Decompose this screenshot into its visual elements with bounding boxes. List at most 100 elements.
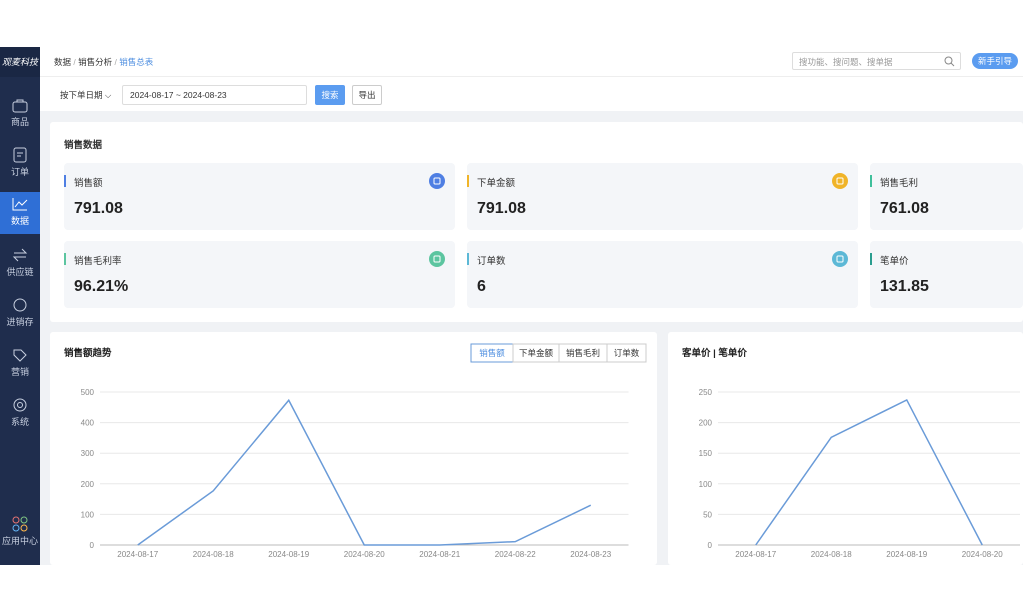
accent — [870, 253, 872, 265]
x-tick-label: 2024-08-17 — [117, 550, 158, 559]
stat-card: 销售毛利761.08 — [870, 163, 1023, 230]
menu-label: 系统 — [11, 417, 29, 427]
sales-card: 销售数据 销售额 791.08 下单金额 791.08 销售毛利761.08 销售毛利率9… — [50, 122, 1023, 322]
export-button[interactable]: 导出 — [352, 85, 382, 105]
accent — [870, 175, 872, 187]
menu-label: 应用中心 — [2, 536, 38, 546]
accent — [467, 253, 469, 265]
crumb[interactable]: 销售分析 — [78, 57, 112, 67]
series-line — [138, 400, 591, 545]
search-icon — [944, 56, 955, 67]
menu-item[interactable]: 营销 — [0, 343, 40, 385]
logo: 观麦科技 — [0, 47, 40, 77]
y-tick-label: 0 — [90, 541, 95, 550]
y-tick-label: 300 — [81, 449, 95, 458]
x-tick-label: 2024-08-18 — [811, 550, 852, 559]
menu-label: 订单 — [11, 167, 29, 177]
chart-card: 销售额趋势 销售额 下单金额 销售毛利 订单数 0 100 200 300 400 500 2024-… — [50, 332, 657, 565]
accent — [467, 175, 469, 187]
search-button[interactable]: 搜索 — [315, 85, 345, 105]
stat-value: 6 — [477, 278, 486, 296]
y-tick-label: 150 — [699, 449, 713, 458]
stat-icon — [429, 173, 445, 189]
search-input[interactable]: 搜功能、搜问题、搜单据 — [792, 52, 961, 70]
header: 数据 / 销售分析 / 销售总表 搜功能、搜问题、搜单据 新手引导 — [40, 47, 1023, 77]
stat-label: 销售额 — [74, 175, 103, 189]
tab[interactable]: 订单数 — [607, 344, 646, 362]
icon-bg — [429, 173, 445, 189]
tab[interactable]: 下单金额 — [513, 344, 559, 362]
stat-card: 销售毛利率96.21% — [64, 241, 455, 308]
menu-item[interactable]: 供应链 — [0, 243, 40, 285]
stat-icon — [832, 173, 848, 189]
sidebar: 商品 订单 数据 供应链 进销存 营销 系统 应用中心 — [0, 77, 40, 565]
crumb[interactable]: 数据 — [54, 57, 71, 67]
menu-item[interactable]: 进销存 — [0, 293, 40, 335]
y-tick-label: 200 — [81, 480, 95, 489]
date-range[interactable]: 2024-08-17 ~ 2024-08-23 — [122, 85, 307, 105]
y-tick-label: 50 — [703, 510, 712, 519]
date-range-text: 2024-08-17 ~ 2024-08-23 — [130, 90, 227, 100]
x-tick-label: 2024-08-20 — [344, 550, 385, 559]
section-title: 销售数据 — [64, 137, 102, 151]
y-tick-label: 100 — [81, 510, 95, 519]
x-tick-label: 2024-08-18 — [193, 550, 234, 559]
y-tick-label: 400 — [81, 419, 95, 428]
stat-label: 销售毛利 — [880, 175, 918, 189]
stat-label: 下单金额 — [477, 175, 515, 189]
stat-card: 笔单价131.85 — [870, 241, 1023, 308]
stat-value: 131.85 — [880, 278, 929, 296]
y-tick-label: 100 — [699, 480, 713, 489]
x-tick-label: 2024-08-19 — [268, 550, 309, 559]
series-line — [756, 400, 983, 545]
icon-bg — [832, 173, 848, 189]
main: 数据 / 销售分析 / 销售总表 搜功能、搜问题、搜单据 新手引导 按下单日期 … — [40, 47, 1023, 565]
stat-icon — [832, 251, 848, 267]
stat-icon — [429, 251, 445, 267]
filter-bar: 按下单日期 ⌵ 2024-08-17 ~ 2024-08-23 搜索 导出 — [40, 77, 1023, 111]
x-tick-label: 2024-08-20 — [962, 550, 1003, 559]
tab[interactable]: 销售毛利 — [559, 344, 607, 362]
chart: 销售额趋势 销售额 下单金额 销售毛利 订单数 0 100 200 300 400 500 2024-… — [50, 332, 657, 565]
placeholder: 搜功能、搜问题、搜单据 — [799, 57, 893, 67]
stat-card: 下单金额 791.08 — [467, 163, 858, 230]
stat-label: 订单数 — [477, 253, 506, 267]
menu-label: 进销存 — [6, 317, 33, 327]
y-tick-label: 250 — [699, 388, 713, 397]
x-tick-label: 2024-08-17 — [735, 550, 776, 559]
y-tick-label: 200 — [699, 419, 713, 428]
accent — [64, 253, 66, 265]
menu-item[interactable]: 订单 — [0, 143, 40, 185]
menu-label: 数据 — [11, 216, 29, 226]
date-type[interactable]: 按下单日期 ⌵ — [60, 89, 111, 101]
tab-label: 下单金额 — [519, 348, 554, 358]
chart-title: 客单价 | 笔单价 — [681, 347, 747, 359]
logo-bar: 观麦科技 — [0, 47, 40, 77]
menu-item[interactable]: 应用中心 — [0, 512, 40, 554]
chart-card: 客单价 | 笔单价0501001502002502024-08-172024-0… — [668, 332, 1023, 565]
date-type-label: 按下单日期 — [60, 90, 103, 100]
tab[interactable]: 销售额 — [471, 344, 513, 362]
menu-item[interactable]: 系统 — [0, 393, 40, 435]
stat-value: 791.08 — [477, 200, 526, 218]
guide-button[interactable]: 新手引导 — [972, 53, 1018, 69]
breadcrumb: 数据 / 销售分析 / 销售总表 — [54, 56, 153, 68]
crumb: 销售总表 — [119, 57, 153, 67]
tab-label: 销售毛利 — [566, 348, 600, 358]
x-tick-label: 2024-08-19 — [886, 550, 927, 559]
tab-label: 订单数 — [614, 348, 640, 358]
menu-item[interactable]: 商品 — [0, 93, 40, 135]
tab-label: 销售额 — [479, 348, 505, 358]
menu-label: 供应链 — [6, 267, 33, 277]
stat-value: 791.08 — [74, 200, 123, 218]
menu-label: 营销 — [11, 367, 29, 377]
menu-item[interactable]: 数据 — [0, 192, 40, 234]
accent — [64, 175, 66, 187]
x-tick-label: 2024-08-22 — [495, 550, 536, 559]
chart: 客单价 | 笔单价0501001502002502024-08-172024-0… — [668, 332, 1023, 565]
y-tick-label: 500 — [81, 388, 95, 397]
chart-title: 销售额趋势 — [64, 347, 112, 359]
stat-card: 销售额 791.08 — [64, 163, 455, 230]
stat-label: 销售毛利率 — [74, 253, 122, 267]
